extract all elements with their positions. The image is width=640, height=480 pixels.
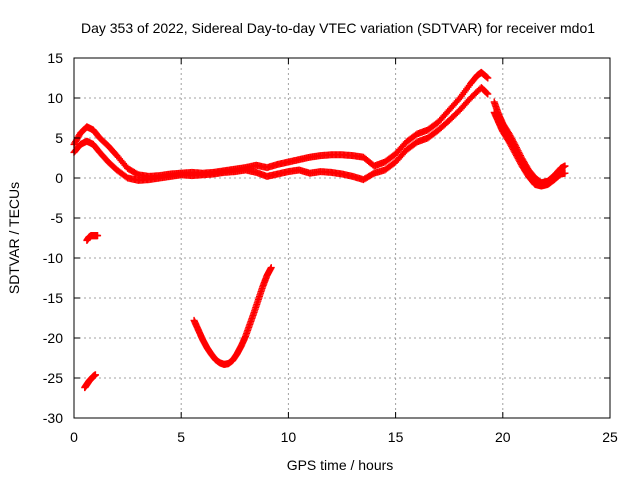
data-point <box>94 232 102 240</box>
y-tick-label: -10 <box>43 250 63 266</box>
y-tick-label: 10 <box>47 90 63 106</box>
x-tick-label: 10 <box>281 429 297 445</box>
y-tick-label: -30 <box>43 410 63 426</box>
y-axis-label: SDTVAR / TECUs <box>6 182 22 294</box>
data-point <box>484 90 492 98</box>
chart-title: Day 353 of 2022, Sidereal Day-to-day VTE… <box>81 20 595 36</box>
tick-marks <box>73 57 611 419</box>
data-point-interp <box>483 89 491 97</box>
x-tick-label: 20 <box>495 429 511 445</box>
data-point-interp <box>482 73 490 81</box>
data-point <box>267 264 275 272</box>
y-tick-label: 15 <box>47 50 63 66</box>
series-main-upper <box>70 68 492 180</box>
series-segment-c <box>190 264 275 368</box>
y-tick-label: -20 <box>43 330 63 346</box>
tick-labels: 0 5 10 15 20 25 -30 -25 -20 -15 -10 -5 0 5 10 15 <box>43 50 618 445</box>
data-point <box>484 74 492 82</box>
series-segment-b <box>81 371 99 392</box>
plot-frame <box>73 57 611 419</box>
x-axis-label: GPS time / hours <box>287 457 394 473</box>
data-point <box>91 371 99 379</box>
series-post-peak-lower <box>490 108 569 190</box>
x-tick-label: 15 <box>388 429 404 445</box>
data-point-interp <box>482 88 490 96</box>
y-tick-label: -25 <box>43 370 63 386</box>
y-tick-label: 0 <box>55 170 63 186</box>
x-tick-label: 25 <box>602 429 618 445</box>
grid <box>74 58 610 418</box>
series-segment-a <box>83 232 102 244</box>
y-tick-label: -15 <box>43 290 63 306</box>
y-tick-label: -5 <box>51 210 64 226</box>
y-tick-label: 5 <box>55 130 63 146</box>
data-points <box>70 68 569 392</box>
data-point <box>561 162 569 170</box>
x-tick-label: 5 <box>177 429 185 445</box>
x-tick-label: 0 <box>70 429 78 445</box>
series-main-lower <box>70 84 492 184</box>
data-point <box>561 169 569 177</box>
